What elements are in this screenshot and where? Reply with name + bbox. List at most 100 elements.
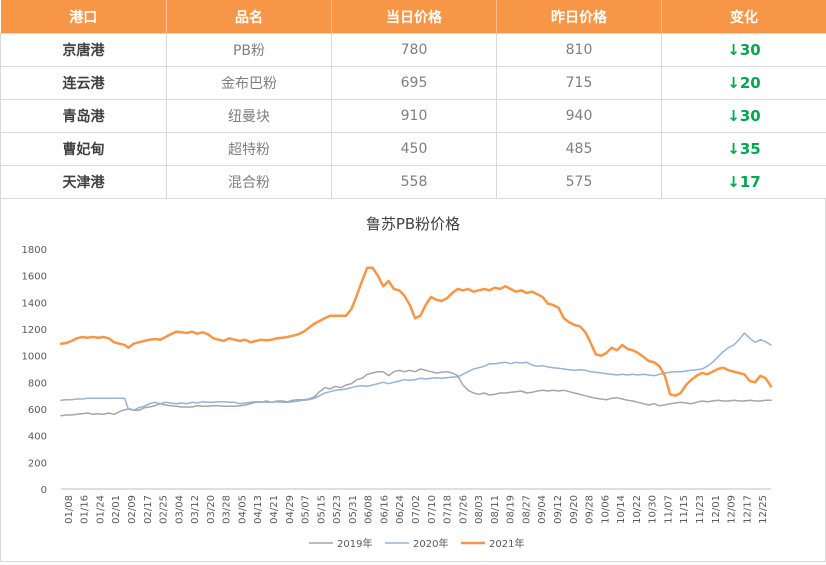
x-tick-label: 03/28 (222, 495, 233, 524)
x-tick-label: 01/08 (64, 495, 75, 524)
cell-product: 超特粉 (167, 133, 332, 166)
table-row: 天津港 混合粉 558 575 ↓17 (1, 166, 826, 199)
x-tick-label: 05/07 (301, 495, 312, 524)
x-tick-label: 09/12 (553, 495, 564, 524)
header-yesterday-price: 昨日价格 (497, 0, 662, 34)
cell-port: 连云港 (1, 67, 167, 100)
header-today-price: 当日价格 (332, 0, 497, 34)
cell-port: 曹妃甸 (1, 133, 167, 166)
series-layer (61, 268, 771, 416)
cell-change: ↓20 (662, 67, 826, 100)
table-row: 曹妃甸 超特粉 450 485 ↓35 (1, 133, 826, 166)
x-axis: 01/08 01/16 01/24 02/01 02/09 02/17 02/25 03/04… (61, 489, 771, 524)
y-tick-label: 600 (28, 405, 47, 416)
series-line (61, 268, 771, 396)
x-tick-label: 12/01 (711, 495, 722, 524)
chart-title: 鲁苏PB粉价格 (366, 215, 460, 233)
price-line-chart: 鲁苏PB粉价格 0 200 400 600 800 1000 1200 1400 1600 180… (1, 199, 825, 561)
y-tick-label: 200 (28, 458, 47, 469)
x-tick-label: 08/27 (521, 495, 532, 524)
x-tick-label: 11/07 (663, 495, 674, 524)
x-tick-label: 05/15 (316, 495, 327, 524)
header-product: 品名 (167, 0, 332, 34)
cell-port: 青岛港 (1, 100, 167, 133)
cell-yesterday: 575 (497, 166, 662, 199)
x-tick-label: 09/20 (569, 495, 580, 524)
price-table: 港口 品名 当日价格 昨日价格 变化 京唐港 PB粉 780 810 ↓30 连… (0, 0, 826, 199)
cell-yesterday: 485 (497, 133, 662, 166)
cell-product: 金布巴粉 (167, 67, 332, 100)
x-tick-label: 03/12 (190, 495, 201, 524)
x-tick-label: 02/09 (127, 495, 138, 524)
x-tick-label: 02/17 (143, 495, 154, 524)
x-tick-label: 04/21 (269, 495, 280, 524)
x-tick-label: 05/31 (348, 495, 359, 524)
cell-port: 天津港 (1, 166, 167, 199)
x-tick-label: 07/26 (458, 495, 469, 524)
cell-product: PB粉 (167, 34, 332, 67)
cell-today: 910 (332, 100, 497, 133)
chart-container: 鲁苏PB粉价格 0 200 400 600 800 1000 1200 1400 1600 180… (0, 198, 826, 562)
x-tick-label: 09/04 (537, 495, 548, 524)
x-tick-label: 04/05 (237, 495, 248, 524)
cell-change: ↓35 (662, 133, 826, 166)
x-tick-label: 11/23 (695, 495, 706, 524)
y-axis: 0 200 400 600 800 1000 1200 1400 1600 1800 (22, 245, 47, 496)
y-tick-label: 800 (28, 378, 47, 389)
cell-today: 450 (332, 133, 497, 166)
x-tick-label: 10/14 (616, 495, 627, 524)
chart-legend: 2019年 2020年 2021年 (309, 537, 524, 550)
y-tick-label: 0 (41, 485, 47, 496)
x-tick-label: 01/24 (95, 495, 106, 524)
header-change: 变化 (662, 0, 826, 34)
y-tick-label: 1600 (22, 272, 47, 283)
table-row: 连云港 金布巴粉 695 715 ↓20 (1, 67, 826, 100)
x-tick-label: 06/24 (395, 495, 406, 524)
x-tick-label: 10/06 (600, 495, 611, 524)
x-tick-label: 12/09 (727, 495, 738, 524)
x-tick-label: 04/29 (285, 495, 296, 524)
y-tick-label: 1000 (22, 352, 47, 363)
x-tick-label: 10/22 (632, 495, 643, 524)
legend-label: 2019年 (337, 537, 372, 550)
table-row: 京唐港 PB粉 780 810 ↓30 (1, 34, 826, 67)
x-tick-label: 08/11 (490, 495, 501, 524)
y-tick-label: 1400 (22, 298, 47, 309)
cell-yesterday: 715 (497, 67, 662, 100)
cell-change: ↓30 (662, 100, 826, 133)
x-tick-label: 04/13 (253, 495, 264, 524)
y-tick-label: 1200 (22, 325, 47, 336)
table-row: 青岛港 纽曼块 910 940 ↓30 (1, 100, 826, 133)
x-tick-label: 08/19 (506, 495, 517, 524)
cell-product: 混合粉 (167, 166, 332, 199)
legend-label: 2020年 (413, 537, 448, 550)
x-tick-label: 02/01 (111, 495, 122, 524)
x-tick-label: 12/25 (758, 495, 769, 524)
cell-yesterday: 810 (497, 34, 662, 67)
x-tick-label: 03/20 (206, 495, 217, 524)
x-tick-label: 02/25 (159, 495, 170, 524)
x-tick-label: 12/17 (742, 495, 753, 524)
x-tick-label: 06/08 (364, 495, 375, 524)
y-tick-label: 1800 (22, 245, 47, 256)
table-header-row: 港口 品名 当日价格 昨日价格 变化 (1, 0, 826, 34)
x-tick-label: 07/02 (411, 495, 422, 524)
x-tick-label: 03/04 (174, 495, 185, 524)
x-tick-label: 09/28 (585, 495, 596, 524)
y-tick-label: 400 (28, 432, 47, 443)
x-tick-label: 07/10 (427, 495, 438, 524)
cell-today: 558 (332, 166, 497, 199)
x-tick-label: 05/23 (332, 495, 343, 524)
legend-label: 2021年 (489, 537, 524, 550)
header-port: 港口 (1, 0, 167, 34)
x-tick-label: 08/03 (474, 495, 485, 524)
x-tick-label: 11/15 (679, 495, 690, 524)
x-tick-label: 06/16 (379, 495, 390, 524)
cell-today: 695 (332, 67, 497, 100)
cell-port: 京唐港 (1, 34, 167, 67)
x-tick-label: 01/16 (80, 495, 91, 524)
cell-today: 780 (332, 34, 497, 67)
cell-change: ↓17 (662, 166, 826, 199)
cell-product: 纽曼块 (167, 100, 332, 133)
